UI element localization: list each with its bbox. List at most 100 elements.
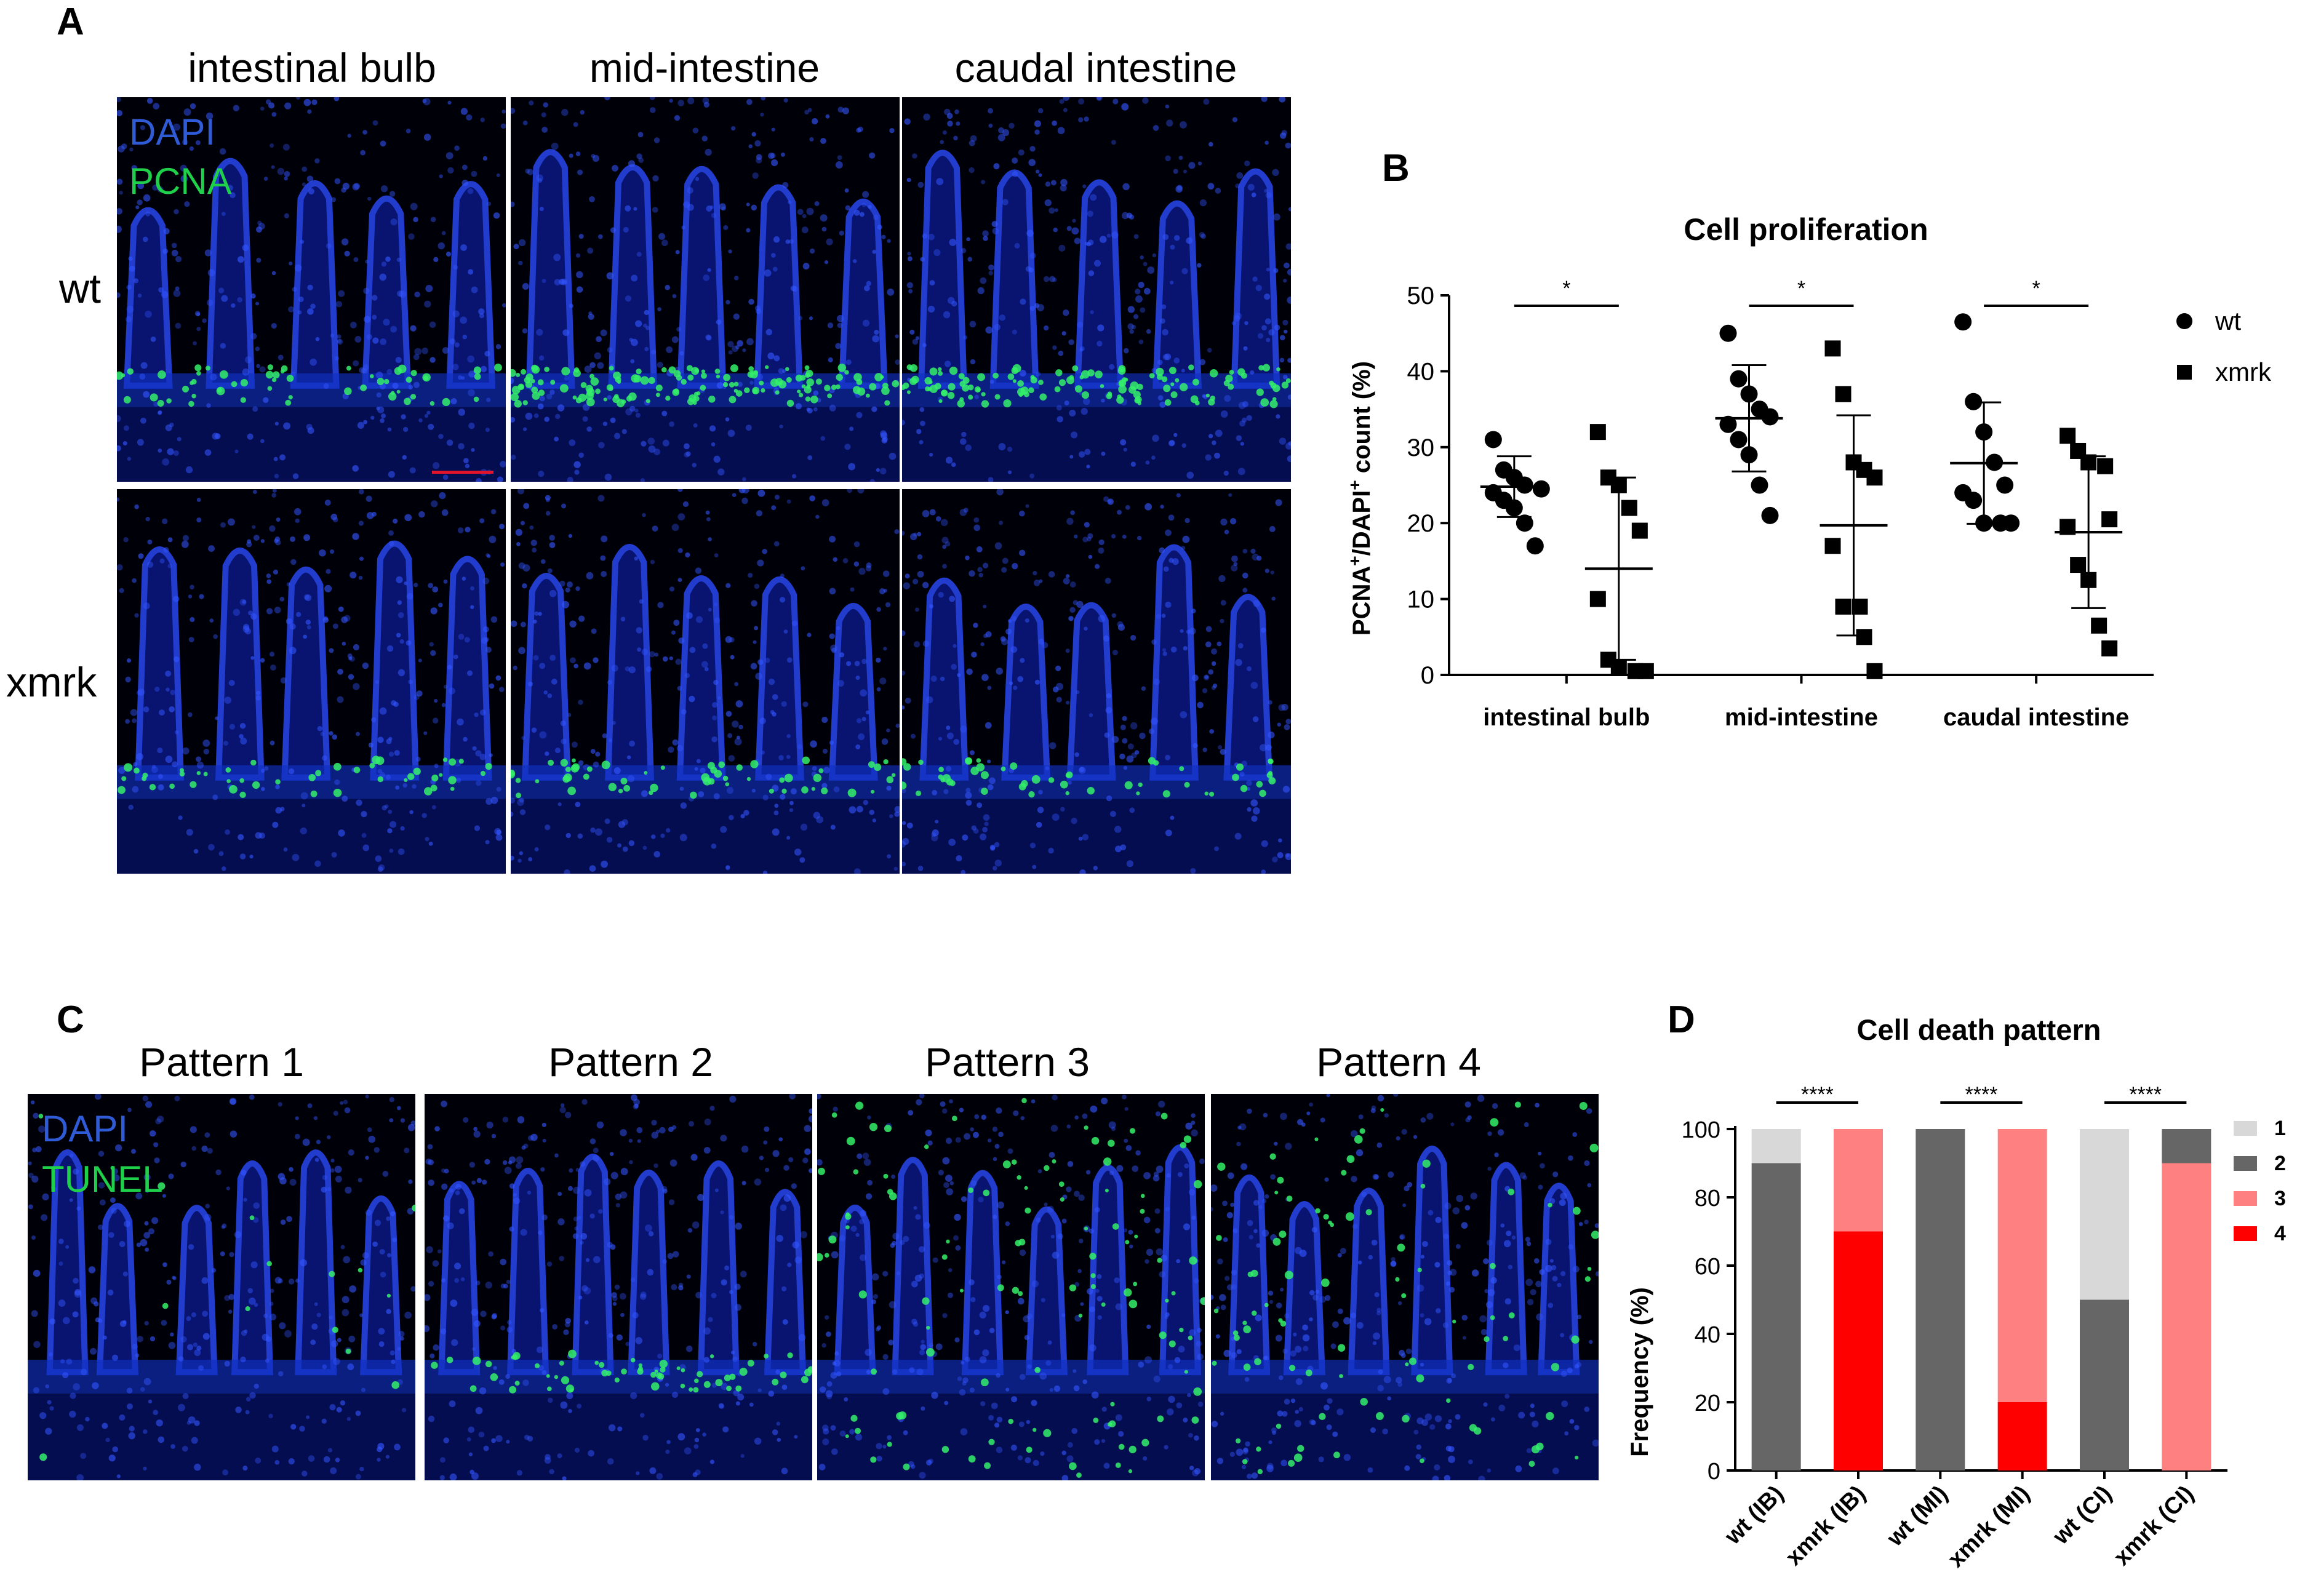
y-tick-label: 10 <box>1407 586 1435 613</box>
y-tick-label: 40 <box>1695 1322 1720 1348</box>
data-point-wt <box>1761 408 1779 426</box>
bar-segment-pattern-3 <box>1997 1129 2047 1402</box>
panel-a-row-xmrk: xmrk <box>6 659 97 706</box>
panel-c-micrograph-pattern-2 <box>425 1094 812 1480</box>
y-tick-label: 40 <box>1407 358 1435 385</box>
x-tick-label: caudal intestine <box>1943 704 2129 731</box>
panel-c-micrograph-pattern-3 <box>817 1094 1205 1480</box>
data-point-xmrk <box>1589 424 1606 441</box>
data-point-wt <box>1532 480 1550 498</box>
panel-a-stain-pcna: PCNA <box>129 161 232 202</box>
ylabel-part-dapi: /DAPI <box>1348 490 1375 556</box>
panel-c-micrograph-pattern-1 <box>28 1094 415 1480</box>
panel-letter-d: D <box>1668 999 1695 1041</box>
data-point-xmrk <box>1621 500 1637 516</box>
data-point-xmrk <box>1866 469 1883 486</box>
data-point-wt <box>1751 476 1768 494</box>
panel-a-row-wt: wt <box>59 265 101 312</box>
data-point-wt <box>1484 431 1502 449</box>
chart-b-marks: * * * wt xmrk <box>1480 277 2272 679</box>
data-point-xmrk <box>2059 428 2076 444</box>
data-point-wt <box>1965 492 1983 509</box>
panel-a-micrograph-xmrk-1 <box>117 489 506 874</box>
cell-death-pattern-chart: Cell death pattern Frequency (%) 0 20 40 60… <box>1626 1013 2286 1573</box>
data-point-xmrk <box>2091 617 2107 634</box>
panel-a-micrograph-wt-1 <box>117 97 506 482</box>
significance-label: **** <box>2129 1083 2162 1106</box>
panel-a-micrograph-wt-3 <box>902 97 1291 482</box>
panel-letter-c: C <box>57 999 84 1041</box>
legend-swatch-4 <box>2234 1226 2257 1241</box>
data-point-xmrk <box>1835 598 1852 615</box>
x-tick-label: mid-intestine <box>1725 704 1878 731</box>
chart-d-title: Cell death pattern <box>1857 1013 2101 1046</box>
panel-letter-b: B <box>1382 147 1410 190</box>
x-tick-label: wt (MI) <box>1882 1481 1952 1552</box>
data-point-xmrk <box>1610 659 1627 676</box>
legend-label-1: 1 <box>2274 1117 2286 1140</box>
bar-segment-pattern-2 <box>1916 1129 1965 1470</box>
data-point-wt <box>2002 514 2020 532</box>
bar-segment-pattern-2 <box>2162 1129 2211 1163</box>
data-point-wt <box>1719 415 1737 433</box>
chart-b-ylabel: PCNA+/DAPI+ count (%) <box>1345 361 1376 636</box>
data-point-wt <box>1996 476 2014 494</box>
data-point-xmrk <box>1589 591 1606 607</box>
data-point-xmrk <box>1824 538 1841 554</box>
panel-c-stain-tunel: TUNEL <box>42 1159 163 1200</box>
x-tick-label: xmrk (CI) <box>2109 1481 2199 1571</box>
y-tick-label: 60 <box>1695 1254 1720 1280</box>
y-tick-label: 80 <box>1695 1186 1720 1211</box>
data-point-wt <box>1954 313 1972 331</box>
panel-a-micrograph-xmrk-2 <box>511 489 900 874</box>
bar-segment-pattern-3 <box>2162 1163 2211 1470</box>
panel-a-micrograph-xmrk-3 <box>902 489 1291 874</box>
panel-c-stain-dapi: DAPI <box>42 1108 129 1149</box>
x-tick-label: wt (CI) <box>2048 1481 2117 1550</box>
data-point-xmrk <box>2070 557 2087 573</box>
data-point-wt <box>1730 370 1748 388</box>
ylabel-part-count: count (%) <box>1348 361 1375 480</box>
y-tick-label: 50 <box>1407 282 1435 309</box>
data-point-xmrk <box>2101 640 2118 656</box>
panel-a-col-mid-intestine: mid-intestine <box>589 45 820 90</box>
panel-a-col-caudal-intestine: caudal intestine <box>954 45 1237 90</box>
panel-a-micrograph-wt-2 <box>511 97 900 482</box>
y-tick-label: 30 <box>1407 434 1435 461</box>
data-point-xmrk <box>1637 663 1654 679</box>
data-point-xmrk <box>2097 458 2114 474</box>
chart-b-title: Cell proliferation <box>1684 212 1928 247</box>
data-point-wt <box>1526 537 1544 555</box>
chart-b-axes: 0 10 20 30 40 50 intestinal bulb mid-intestine c… <box>1407 282 2154 731</box>
bar-segment-pattern-4 <box>1997 1402 2047 1470</box>
cell-proliferation-chart: Cell proliferation PCNA+/DAPI+ count (%)… <box>1345 212 2272 731</box>
significance-label: * <box>1797 277 1805 300</box>
legend-label-4: 4 <box>2274 1222 2286 1245</box>
chart-d-marks: **** **** **** 1 2 3 4 <box>1751 1083 2286 1470</box>
legend-swatch-1 <box>2234 1121 2257 1136</box>
data-point-wt <box>1719 324 1737 342</box>
significance-label: * <box>2032 277 2040 300</box>
legend-swatch-3 <box>2234 1191 2257 1206</box>
legend-label-3: 3 <box>2274 1187 2286 1210</box>
scale-bar <box>432 471 493 474</box>
bar-segment-pattern-3 <box>1834 1129 1883 1232</box>
chart-d-ylabel: Frequency (%) <box>1626 1287 1653 1457</box>
legend-label: xmrk <box>2215 357 2272 386</box>
x-tick-label: wt (IB) <box>1720 1481 1789 1550</box>
data-point-wt <box>1730 431 1748 449</box>
bar-segment-pattern-4 <box>1834 1231 1883 1470</box>
data-point-xmrk <box>2101 511 2118 528</box>
bar-segment-pattern-2 <box>1751 1163 1801 1470</box>
bar-segment-pattern-1 <box>2080 1129 2129 1300</box>
data-point-xmrk <box>1835 386 1852 402</box>
x-tick-label: xmrk (IB) <box>1781 1481 1871 1571</box>
panel-a-stain-dapi: DAPI <box>129 111 216 153</box>
y-tick-label: 100 <box>1682 1117 1720 1143</box>
ylabel-part-sup2: + <box>1345 480 1364 490</box>
y-tick-label: 20 <box>1407 510 1435 537</box>
ylabel-part-sup1: + <box>1345 556 1364 565</box>
significance-label: **** <box>1965 1083 1998 1106</box>
panel-c-col-pattern-3: Pattern 3 <box>925 1039 1090 1085</box>
data-point-wt <box>1516 514 1533 532</box>
